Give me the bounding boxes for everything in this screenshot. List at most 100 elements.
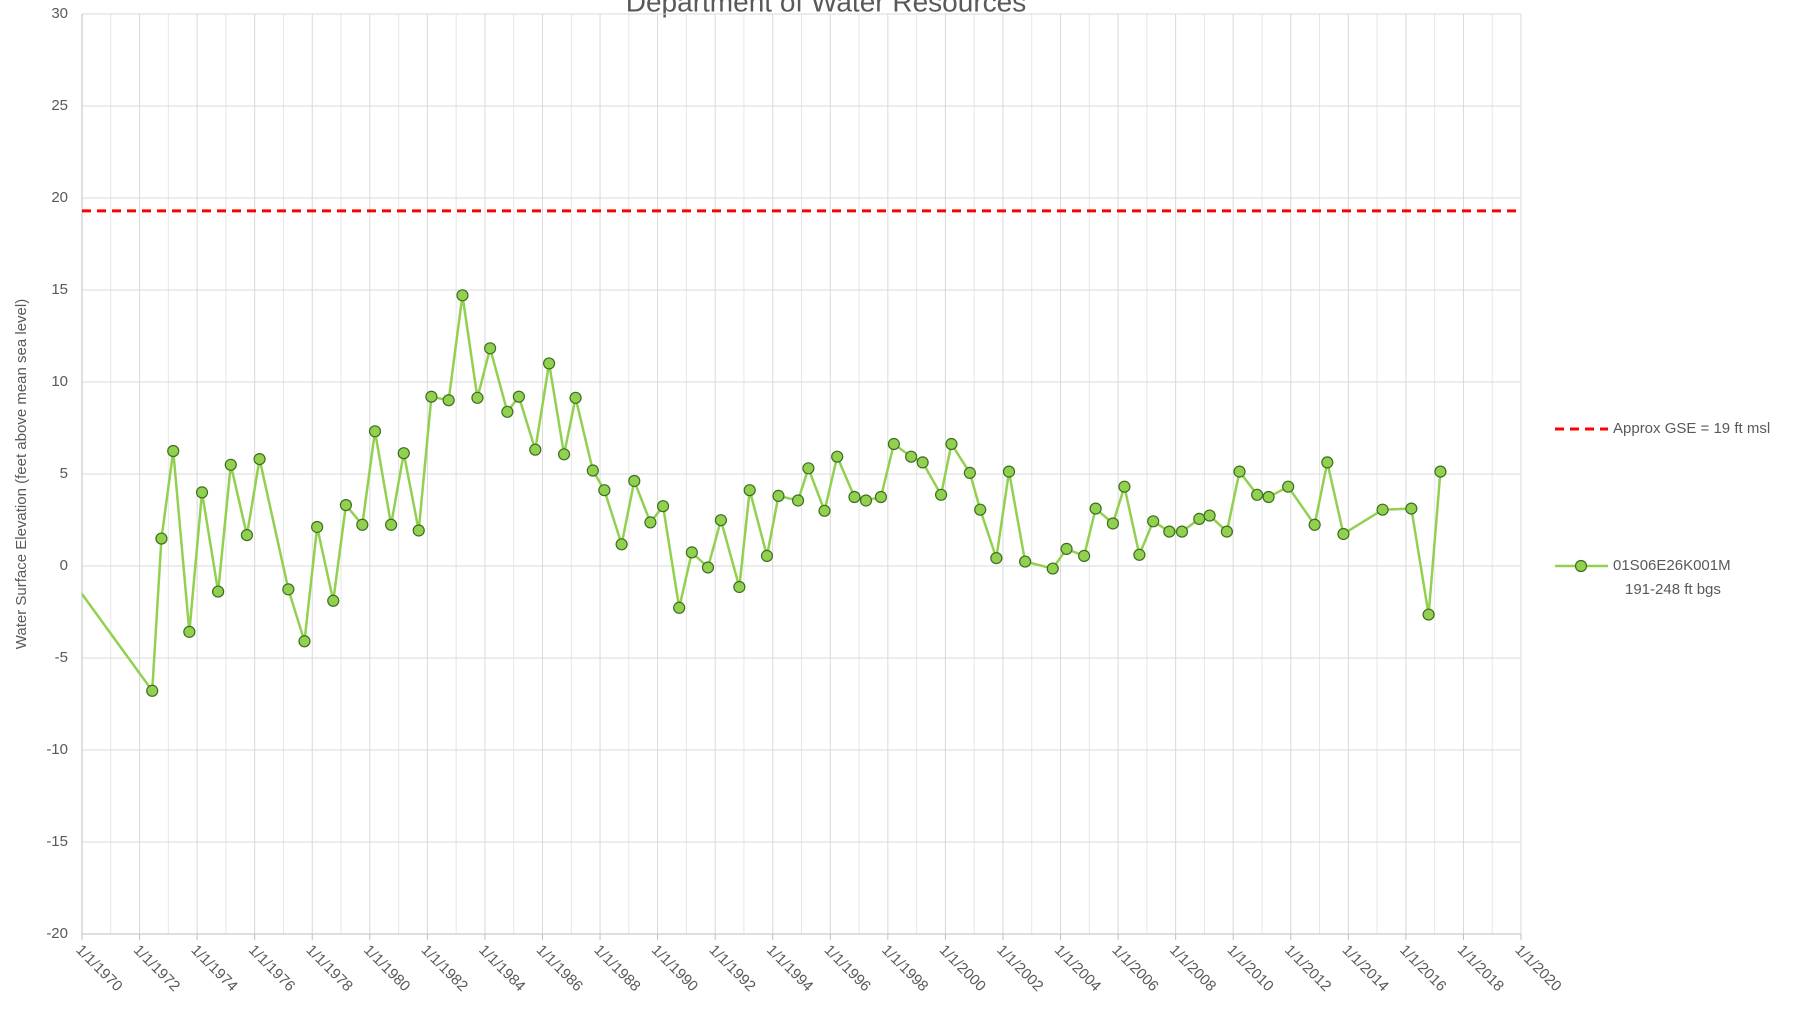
- data-point: [471, 391, 484, 404]
- x-tick-label: 1/1/2006: [1108, 942, 1161, 995]
- data-point: [512, 390, 525, 403]
- data-point: [1163, 525, 1176, 538]
- data-point: [397, 447, 410, 460]
- data-point: [673, 601, 686, 614]
- data-point: [253, 452, 266, 466]
- chart-title: Department of Water Resources: [626, 0, 1026, 17]
- data-point: [368, 425, 382, 438]
- data-point: [1019, 555, 1032, 568]
- x-tick-label: 1/1/1992: [706, 942, 759, 995]
- data-point: [887, 437, 900, 451]
- data-point: [818, 504, 831, 517]
- data-point: [529, 443, 542, 456]
- data-point: [831, 450, 844, 463]
- data-point: [339, 498, 353, 512]
- y-tick-label: 20: [51, 189, 68, 206]
- data-point: [412, 524, 425, 537]
- data-point: [714, 514, 728, 527]
- data-point: [557, 448, 571, 461]
- y-tick-label: 10: [51, 373, 68, 390]
- x-tick-label: 1/1/1970: [72, 942, 125, 995]
- legend-label: Approx GSE = 19 ft msl: [1613, 420, 1770, 437]
- x-tick-label: 1/1/2010: [1224, 942, 1277, 995]
- y-tick-label: 5: [60, 465, 68, 482]
- y-tick-label: -10: [46, 741, 68, 758]
- y-tick-label: -20: [46, 925, 68, 942]
- x-tick-label: 1/1/1994: [763, 942, 816, 995]
- x-tick-label: 1/1/1982: [418, 942, 471, 995]
- x-tick-label: 1/1/1988: [590, 942, 643, 995]
- data-point: [240, 528, 254, 542]
- data-point: [384, 518, 398, 531]
- data-point: [974, 503, 987, 516]
- x-tick-label: 1/1/2008: [1166, 942, 1219, 995]
- data-point: [1434, 465, 1447, 478]
- data-point: [298, 635, 311, 648]
- data-point: [701, 561, 715, 574]
- data-point: [644, 516, 657, 529]
- x-tick-label: 1/1/1980: [360, 942, 413, 995]
- data-point: [772, 489, 785, 502]
- data-point: [628, 474, 641, 488]
- data-point: [1175, 525, 1189, 538]
- x-tick-label: 1/1/2018: [1454, 942, 1507, 995]
- legend-label: 01S06E26K001M: [1613, 557, 1731, 574]
- data-point: [1422, 608, 1435, 621]
- data-point: [501, 405, 514, 418]
- data-point: [733, 580, 746, 594]
- data-point: [456, 289, 469, 302]
- y-tick-label: -5: [55, 649, 68, 666]
- data-point: [1337, 527, 1350, 541]
- data-point: [990, 551, 1003, 565]
- x-tick-label: 1/1/1978: [303, 942, 356, 995]
- legend-marker: [1574, 559, 1588, 573]
- x-tick-label: 1/1/1984: [475, 942, 528, 995]
- data-point: [1203, 509, 1216, 522]
- data-point: [542, 357, 556, 370]
- x-tick-label: 1/1/2002: [993, 942, 1046, 995]
- data-point: [1233, 465, 1246, 478]
- data-point: [356, 518, 369, 531]
- data-point: [802, 462, 815, 475]
- data-point: [859, 494, 873, 507]
- data-point: [327, 594, 340, 607]
- data-point: [1089, 502, 1102, 515]
- data-point: [934, 488, 948, 501]
- data-point: [656, 500, 670, 513]
- data-point: [48, 549, 59, 560]
- data-point: [586, 464, 599, 477]
- legend-description: 191-248 ft bgs: [1625, 581, 1721, 598]
- y-tick-label: -15: [46, 833, 68, 850]
- data-point: [212, 585, 225, 598]
- data-point: [905, 450, 918, 463]
- x-tick-label: 1/1/1986: [533, 942, 586, 995]
- data-point: [1002, 465, 1016, 478]
- data-point: [1060, 542, 1073, 555]
- data-point: [1046, 562, 1059, 575]
- data-point: [916, 456, 929, 469]
- data-point: [1250, 488, 1264, 501]
- x-tick-label: 1/1/1998: [878, 942, 931, 995]
- data-point: [1147, 515, 1160, 528]
- x-tick-label: 1/1/2004: [1051, 942, 1104, 995]
- data-point: [224, 458, 237, 471]
- x-tick-label: 1/1/1974: [187, 942, 240, 995]
- data-point: [425, 390, 438, 403]
- data-point: [1405, 502, 1418, 515]
- x-tick-label: 1/1/1990: [648, 942, 701, 995]
- data-point: [183, 625, 196, 638]
- x-tick-label: 1/1/1972: [130, 942, 183, 995]
- x-tick-label: 1/1/2014: [1339, 942, 1392, 995]
- x-tick-label: 1/1/1976: [245, 942, 298, 995]
- data-point: [1321, 456, 1334, 469]
- data-point: [1118, 480, 1131, 493]
- data-point: [874, 490, 888, 504]
- x-tick-label: 1/1/2012: [1281, 942, 1334, 995]
- data-point: [146, 684, 159, 697]
- y-axis-label: Water Surface Elevation (feet above mean…: [13, 299, 30, 649]
- data-point: [442, 394, 455, 407]
- data-point: [1133, 548, 1146, 561]
- data-point: [484, 342, 497, 355]
- data-point: [155, 532, 168, 545]
